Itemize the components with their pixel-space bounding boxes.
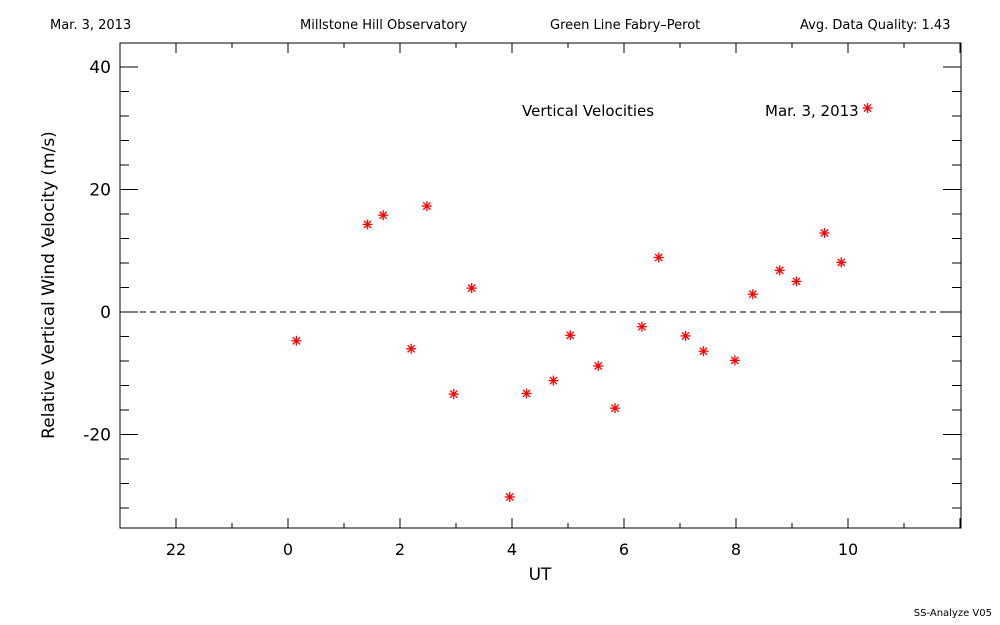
data-point [448,389,459,400]
data-point [593,360,604,371]
data-point [747,289,758,300]
plot-title: Vertical Velocities [522,102,654,120]
data-point [791,276,802,287]
x-tick-label: 2 [395,540,405,559]
observatory-label: Millstone Hill Observatory [300,18,468,33]
data-point [421,201,432,212]
data-point [362,219,373,230]
x-tick-label: 8 [731,540,741,559]
y-tick-label: -20 [83,426,111,446]
x-axis-label: UT [529,565,552,585]
data-point [504,491,515,502]
data-point [521,388,532,399]
data-point [836,257,847,268]
data-point [291,335,302,346]
data-point [466,283,477,294]
x-tick-label: 4 [507,540,517,559]
plot-frame [119,42,962,529]
x-tick-label: 10 [838,540,858,559]
y-axis-ticks: -20 0 20 40 [83,58,961,509]
y-tick-label: 40 [89,58,111,78]
x-axis-ticks: 22 0 2 4 6 8 10 [166,43,961,559]
data-point [729,355,740,366]
data-point [862,103,873,114]
instrument-label: Green Line Fabry–Perot [550,18,701,33]
date-label: Mar. 3, 2013 [50,18,132,33]
data-point [548,375,559,386]
data-point [653,252,664,263]
data-point [406,343,417,354]
data-point [636,321,647,332]
y-tick-label: 20 [89,181,111,201]
y-tick-label: 0 [100,303,111,323]
data-point [698,346,709,357]
x-tick-label: 0 [283,540,293,559]
data-points [291,103,873,502]
data-point [819,227,830,238]
data-quality-label: Avg. Data Quality: 1.43 [800,18,951,33]
data-point [680,330,691,341]
y-axis-label: Relative Vertical Wind Velocity (m/s) [39,131,59,439]
plot-date: Mar. 3, 2013 [765,102,859,120]
x-tick-label: 6 [619,540,629,559]
data-point [774,265,785,276]
data-point [378,210,389,221]
data-point [610,403,621,414]
data-point [565,330,576,341]
version-label: SS-Analyze V05 [913,608,992,619]
x-tick-label: 22 [166,540,186,559]
